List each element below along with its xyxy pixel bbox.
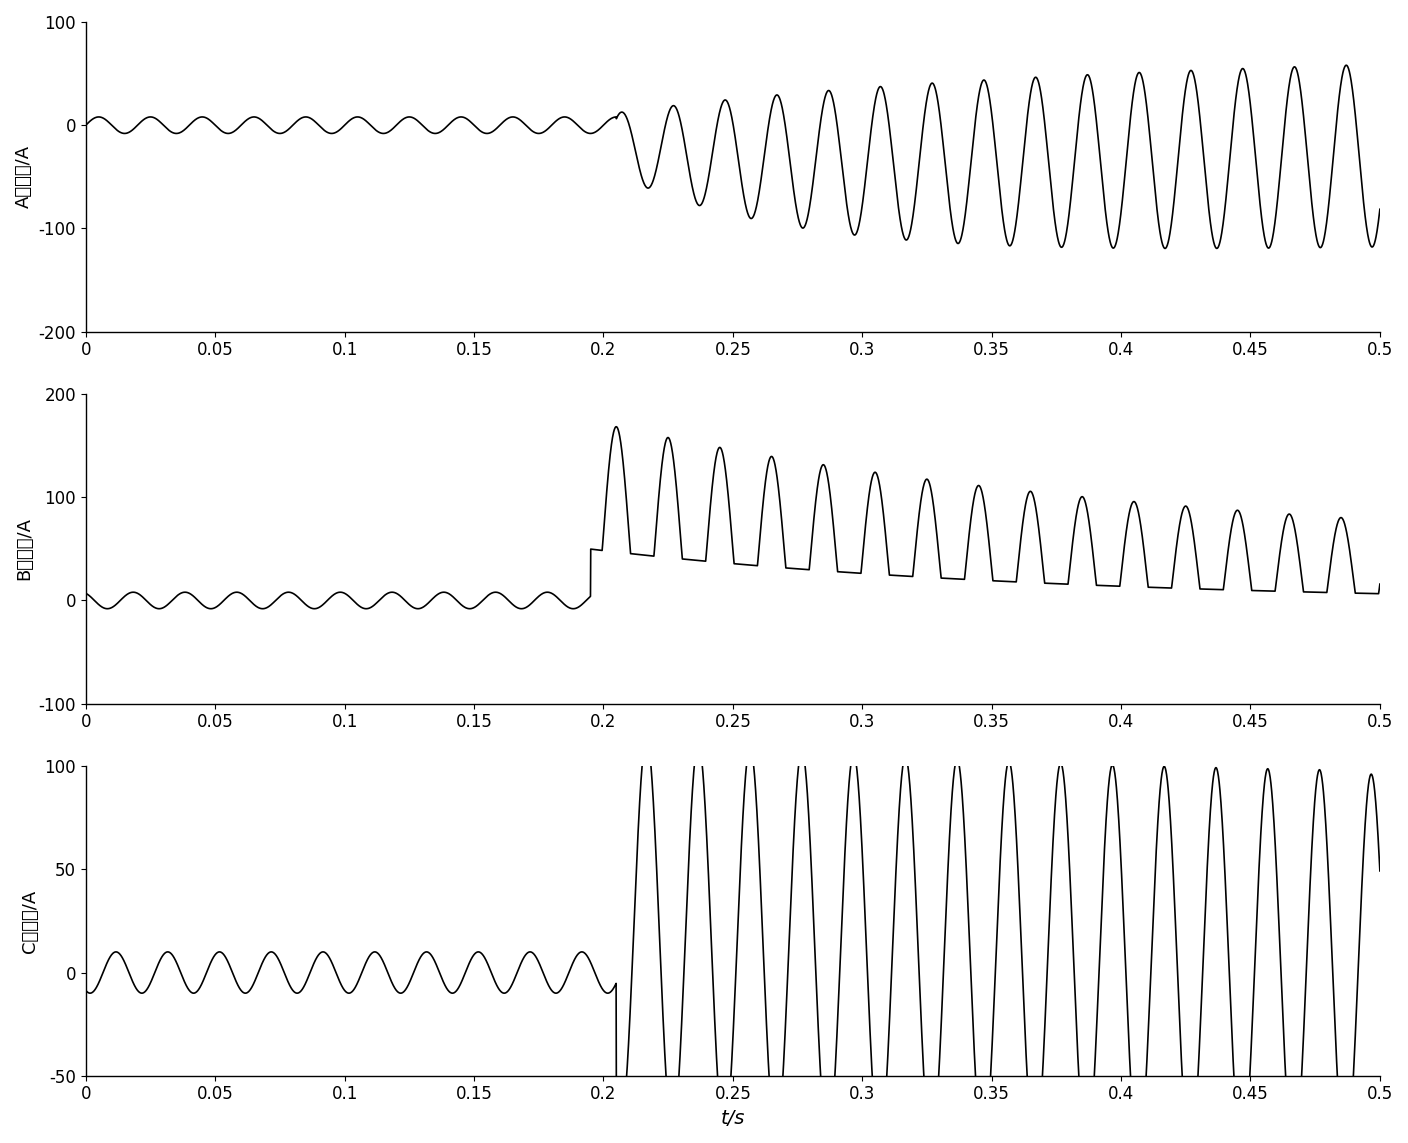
- Y-axis label: C相差流/A: C相差流/A: [21, 889, 39, 952]
- X-axis label: t/s: t/s: [721, 1109, 745, 1128]
- Y-axis label: A相差流/A: A相差流/A: [15, 145, 32, 208]
- Y-axis label: B相差流/A: B相差流/A: [15, 518, 32, 581]
